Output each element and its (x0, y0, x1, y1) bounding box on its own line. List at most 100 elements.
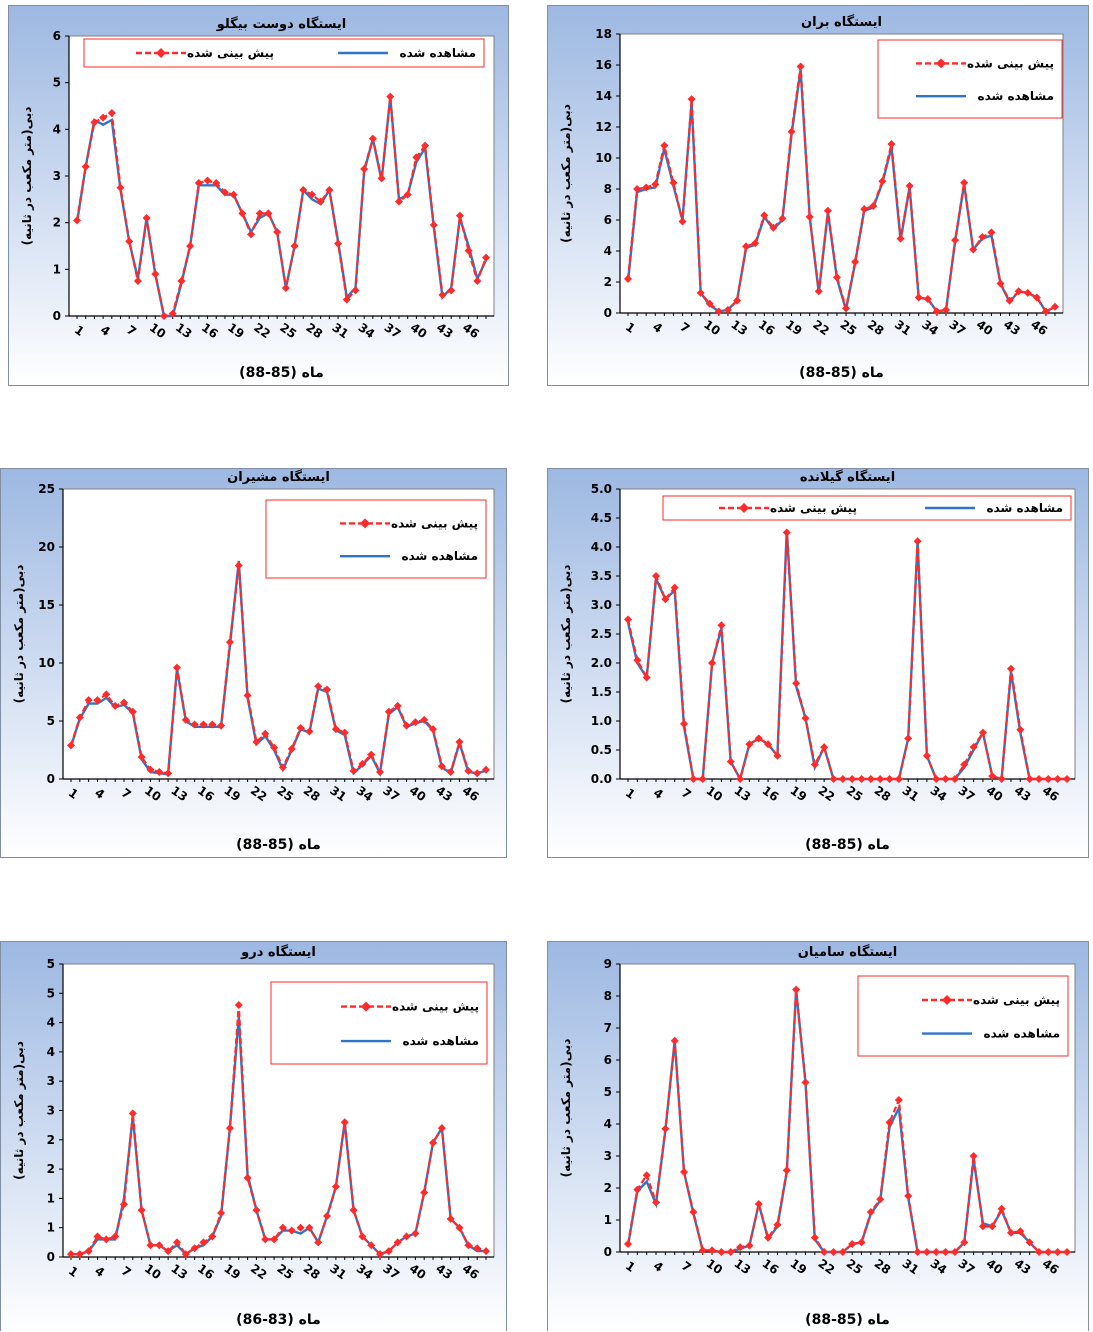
y-tick-label: 2 (47, 1133, 55, 1147)
predicted-point (1016, 1227, 1025, 1236)
predicted-point (838, 775, 847, 783)
predicted-point (273, 228, 282, 236)
predicted-point (67, 741, 75, 750)
predicted-point (642, 673, 651, 682)
predicted-point (349, 766, 358, 775)
predicted-point (876, 1195, 885, 1204)
predicted-point (386, 92, 395, 101)
predicted-point (164, 769, 173, 778)
predicted-point (820, 1248, 829, 1256)
predicted-point (914, 293, 923, 302)
predicted-point (455, 211, 464, 220)
legend-label: پیش بینی شده (973, 993, 1060, 1007)
y-tick-label: 0 (604, 306, 612, 320)
predicted-point (866, 1208, 875, 1216)
predicted-point (773, 751, 782, 760)
x-axis-label: ماه (85-88) (239, 365, 324, 381)
predicted-point (177, 277, 186, 285)
predicted-point (247, 230, 256, 239)
predicted-point (351, 286, 360, 295)
predicted-point (652, 572, 661, 580)
predicted-point (128, 1109, 137, 1118)
predicted-point (678, 217, 687, 226)
y-tick-label: 7 (604, 1021, 612, 1035)
predicted-point (680, 719, 689, 728)
predicted-point (1025, 1238, 1034, 1247)
predicted-point (429, 221, 438, 229)
predicted-point (270, 743, 279, 752)
y-tick-label: 6 (53, 29, 61, 43)
predicted-point (234, 561, 243, 570)
predicted-point (473, 277, 482, 285)
predicted-point (932, 775, 941, 783)
predicted-point (186, 242, 195, 250)
predicted-point (652, 1198, 661, 1207)
predicted-point (234, 1001, 243, 1010)
predicted-point (642, 1171, 651, 1180)
predicted-point (99, 113, 108, 122)
predicted-point (172, 663, 181, 672)
y-axis-label: دبی(متر مکعب در ثانیه) (559, 1039, 573, 1178)
predicted-point (633, 185, 642, 193)
predicted-point (261, 1235, 270, 1244)
predicted-point (745, 1241, 754, 1250)
predicted-point (801, 1078, 810, 1087)
legend-label: پیش بینی شده (967, 56, 1054, 70)
predicted-point (473, 769, 482, 778)
predicted-point (394, 197, 403, 206)
legend-label: مشاهده شده (403, 1034, 479, 1048)
predicted-point (119, 1200, 128, 1209)
y-tick-label: 1.0 (591, 714, 612, 728)
predicted-point (447, 286, 456, 295)
y-tick-label: 2 (47, 1162, 55, 1176)
predicted-point (411, 718, 420, 727)
predicted-point (869, 202, 878, 211)
predicted-point (726, 757, 735, 766)
predicted-point (384, 1247, 393, 1256)
predicted-point (252, 1206, 261, 1215)
predicted-point (633, 656, 642, 665)
y-tick-label: 4.0 (591, 540, 612, 554)
y-tick-label: 5 (47, 714, 55, 728)
predicted-point (358, 1232, 367, 1241)
predicted-point (402, 1232, 411, 1241)
y-tick-label: 8 (604, 989, 612, 1003)
y-tick-label: 1 (47, 1221, 55, 1235)
predicted-point (75, 713, 84, 722)
y-tick-label: 5 (53, 76, 61, 90)
predicted-point (1034, 1248, 1043, 1256)
chart-title: ایستگاه درو (240, 944, 316, 960)
chart-panel-2: 0 2 4 6 8 10 12 14 16 18 1 4 7 10 13 16 19 22 25 28 31 34 37 40… (547, 5, 1089, 386)
y-tick-label: 9 (604, 957, 612, 971)
predicted-point (848, 775, 857, 783)
y-tick-label: 8 (604, 182, 612, 196)
y-tick-label: 5 (604, 1085, 612, 1099)
y-tick-label: 5.0 (591, 482, 612, 496)
legend-label: پیش بینی شده (187, 46, 274, 60)
predicted-point (181, 715, 190, 724)
y-tick-label: 1 (47, 1191, 55, 1205)
predicted-point (696, 288, 705, 297)
predicted-point (1034, 775, 1043, 783)
predicted-point (1051, 302, 1059, 311)
predicted-point (708, 659, 717, 667)
y-tick-label: 0.5 (591, 743, 612, 757)
predicted-point (714, 307, 723, 316)
predicted-point (168, 309, 177, 318)
predicted-point (866, 775, 875, 783)
chart-title: ایستگاه گیلانده (800, 469, 895, 485)
chart-panel-1: 0 1 2 3 4 5 6 1 4 7 10 13 16 19 22 25 28 31 34 37 40 43 46 ایست… (8, 5, 509, 386)
predicted-point (885, 1118, 894, 1127)
predicted-point (736, 775, 745, 783)
y-tick-label: 12 (595, 120, 612, 134)
predicted-point (823, 206, 832, 215)
predicted-point (296, 1223, 305, 1232)
predicted-point (960, 760, 969, 769)
predicted-point (851, 257, 860, 266)
predicted-point (208, 1232, 217, 1241)
predicted-point (325, 186, 334, 194)
legend-marker-predicted (739, 503, 749, 513)
y-tick-label: 2.5 (591, 627, 612, 641)
predicted-point (660, 141, 669, 150)
